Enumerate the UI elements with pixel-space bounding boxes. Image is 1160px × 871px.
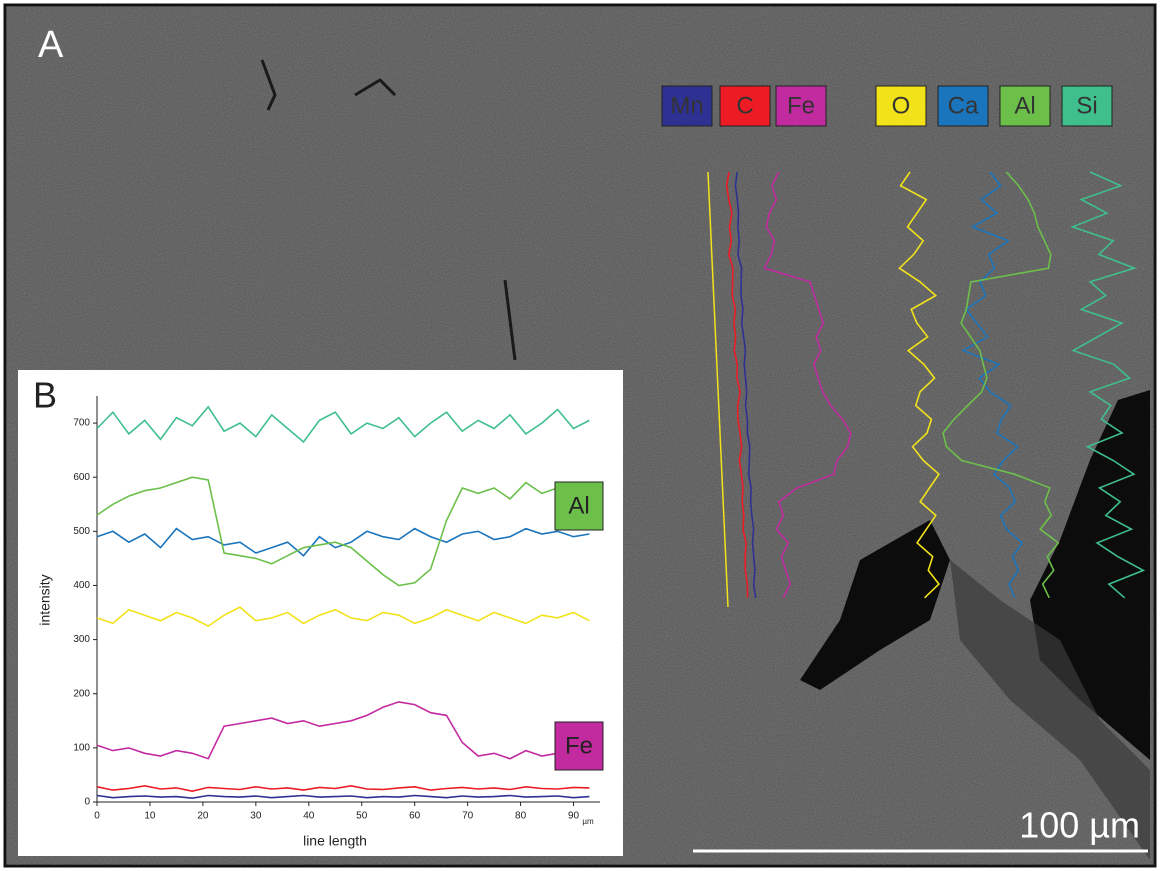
legend-label: Ca — [948, 92, 979, 119]
x-unit: µm — [582, 817, 594, 826]
y-tick-label: 100 — [73, 743, 90, 754]
y-tick-label: 300 — [73, 634, 90, 645]
series-tag-label: Al — [568, 492, 589, 519]
legend-label: Al — [1014, 92, 1035, 119]
chart-panel — [18, 370, 623, 856]
x-tick-label: 40 — [303, 811, 315, 822]
legend-label: Mn — [670, 92, 703, 119]
legend-label: Si — [1076, 92, 1097, 119]
x-tick-label: 20 — [197, 811, 209, 822]
x-tick-label: 80 — [515, 811, 527, 822]
scale-bar-label: 100 µm — [1019, 805, 1140, 846]
series-tag-label: Fe — [565, 732, 593, 759]
figure: A 100 µm B line length µm intensity 0100… — [0, 0, 1160, 871]
x-tick-label: 0 — [94, 811, 100, 822]
x-tick-label: 90 — [568, 811, 580, 822]
x-axis-label: line length — [303, 833, 367, 849]
y-tick-label: 500 — [73, 526, 90, 537]
panel-label: B — [33, 375, 57, 416]
panel-label: A — [38, 24, 64, 66]
x-tick-label: 60 — [409, 811, 421, 822]
x-tick-label: 70 — [462, 811, 474, 822]
legend-label: Fe — [787, 92, 815, 119]
legend-label: C — [736, 92, 753, 119]
y-tick-label: 200 — [73, 688, 90, 699]
legend-label: O — [892, 92, 911, 119]
y-tick-label: 400 — [73, 580, 90, 591]
x-tick-label: 10 — [144, 811, 156, 822]
y-tick-label: 600 — [73, 472, 90, 483]
y-tick-label: 700 — [73, 418, 90, 429]
x-tick-label: 30 — [250, 811, 262, 822]
y-axis-label: intensity — [37, 574, 53, 625]
y-tick-label: 0 — [84, 797, 90, 808]
x-tick-label: 50 — [356, 811, 368, 822]
